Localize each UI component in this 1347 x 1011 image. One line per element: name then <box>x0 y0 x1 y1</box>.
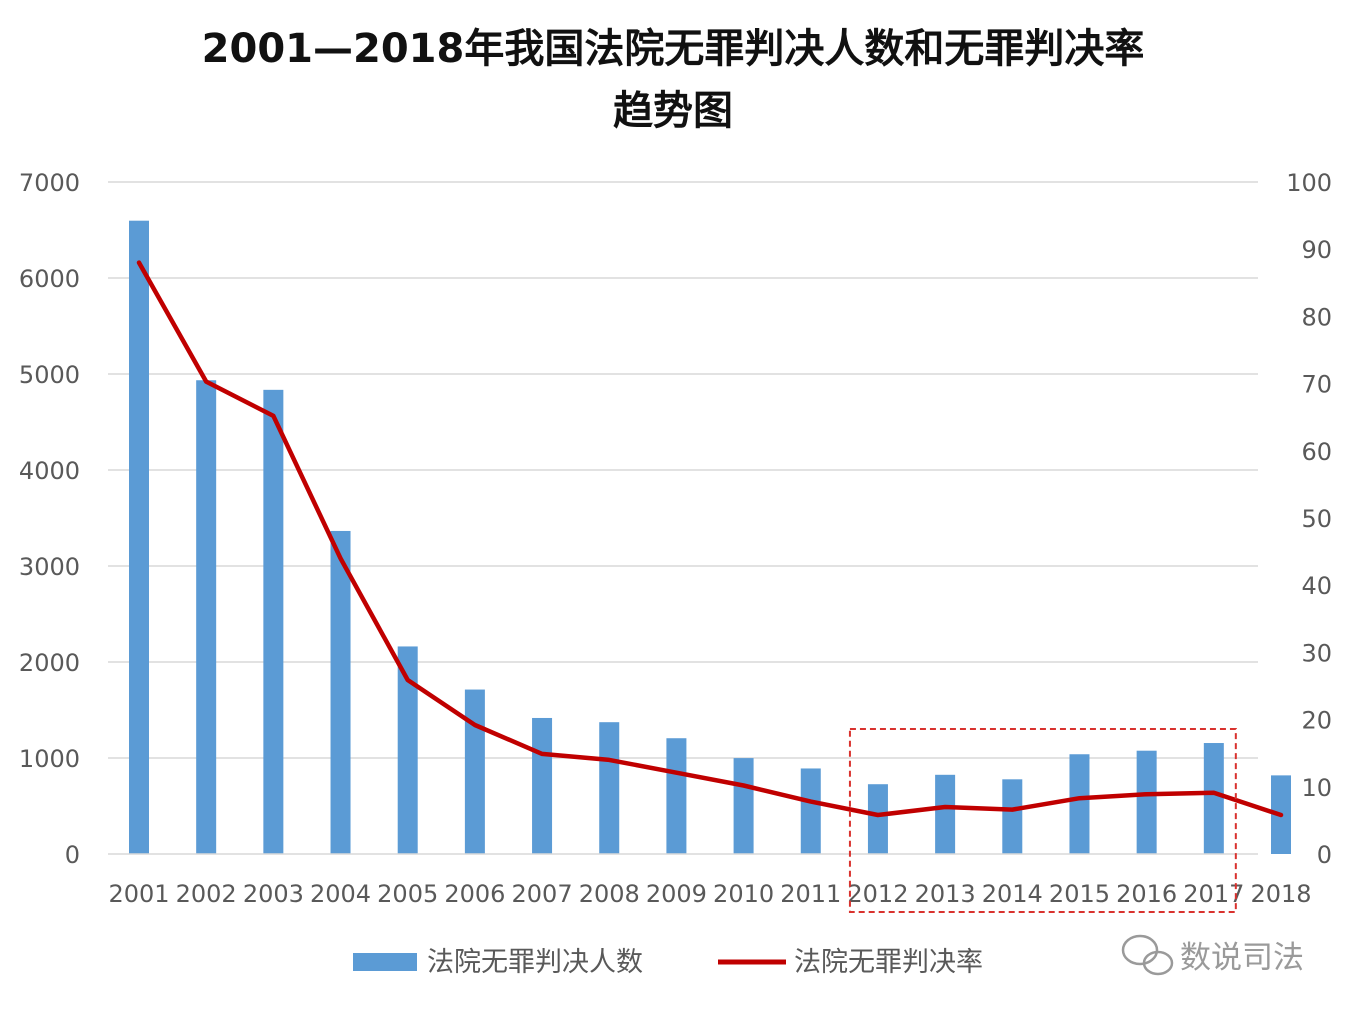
x-tick-label: 2005 <box>377 880 438 908</box>
x-axis-ticks: 2001 2002 2003 2004 2005 2006 2007 2008 2009 2010… <box>108 880 1311 908</box>
x-tick-label: 2011 <box>780 880 841 908</box>
bar <box>800 768 821 854</box>
x-tick-label: 2014 <box>982 880 1043 908</box>
left-axis-ticks: 0 1000 2000 3000 4000 5000 6000 7000 <box>19 169 80 869</box>
x-tick-label: 2018 <box>1250 880 1311 908</box>
x-tick-label: 2007 <box>512 880 573 908</box>
x-tick-label: 2002 <box>176 880 237 908</box>
chart-subtitle: 趋势图 <box>613 88 733 134</box>
x-tick-label: 2012 <box>847 880 908 908</box>
bar <box>666 738 687 854</box>
legend-bar-swatch <box>353 953 417 971</box>
x-tick-label: 2006 <box>444 880 505 908</box>
bar <box>464 689 485 854</box>
bar <box>1069 754 1090 854</box>
bar <box>330 530 351 854</box>
bar <box>599 722 620 854</box>
legend-bar-label: 法院无罪判决人数 <box>427 947 643 978</box>
right-tick-label: 0 <box>1317 841 1332 869</box>
x-tick-label: 2017 <box>1183 880 1244 908</box>
right-tick-label: 10 <box>1301 774 1332 802</box>
left-tick-label: 5000 <box>19 361 80 389</box>
left-tick-label: 1000 <box>19 745 80 773</box>
bar-series <box>129 220 1291 855</box>
x-tick-label: 2013 <box>915 880 976 908</box>
left-tick-label: 0 <box>65 841 80 869</box>
right-tick-label: 70 <box>1301 371 1332 399</box>
bar <box>397 646 418 854</box>
x-tick-label: 2010 <box>713 880 774 908</box>
line-series <box>136 260 1284 818</box>
x-tick-label: 2016 <box>1116 880 1177 908</box>
x-tick-label: 2015 <box>1049 880 1110 908</box>
bar <box>129 220 149 855</box>
right-tick-label: 50 <box>1301 505 1332 533</box>
bar <box>263 389 284 854</box>
x-tick-label: 2003 <box>243 880 304 908</box>
left-tick-label: 6000 <box>19 265 80 293</box>
x-tick-label: 2009 <box>646 880 707 908</box>
right-tick-label: 90 <box>1301 236 1332 264</box>
wechat-icon <box>1121 934 1174 976</box>
chart-title: 2001—2018年我国法院无罪判决人数和无罪判决率 <box>202 26 1145 72</box>
bar <box>1136 750 1157 854</box>
left-tick-label: 4000 <box>19 457 80 485</box>
right-tick-label: 60 <box>1301 438 1332 466</box>
right-axis-ticks: 0 10 20 30 40 50 60 70 80 90 100 <box>1286 169 1332 869</box>
right-tick-label: 100 <box>1286 169 1332 197</box>
right-tick-label: 80 <box>1301 303 1332 331</box>
watermark-text: 数说司法 <box>1180 940 1304 976</box>
left-tick-label: 3000 <box>19 553 80 581</box>
bar <box>1203 743 1224 854</box>
legend-line-label: 法院无罪判决率 <box>794 947 983 978</box>
rate-line <box>136 260 1284 818</box>
x-tick-label: 2004 <box>310 880 371 908</box>
x-tick-label: 2001 <box>108 880 169 908</box>
bar <box>935 774 956 854</box>
left-tick-label: 2000 <box>19 649 80 677</box>
bar <box>1002 779 1023 854</box>
highlight-box <box>848 728 1237 913</box>
bar <box>867 784 888 854</box>
bar <box>532 717 553 854</box>
bar <box>733 758 754 854</box>
right-tick-label: 20 <box>1301 707 1332 735</box>
x-tick-label: 2008 <box>579 880 640 908</box>
right-tick-label: 30 <box>1301 639 1332 667</box>
legend: 法院无罪判决人数 法院无罪判决率 <box>353 947 983 978</box>
watermark: 数说司法 <box>1121 934 1304 976</box>
left-tick-label: 7000 <box>19 169 80 197</box>
right-tick-label: 40 <box>1301 572 1332 600</box>
bar <box>196 380 217 854</box>
